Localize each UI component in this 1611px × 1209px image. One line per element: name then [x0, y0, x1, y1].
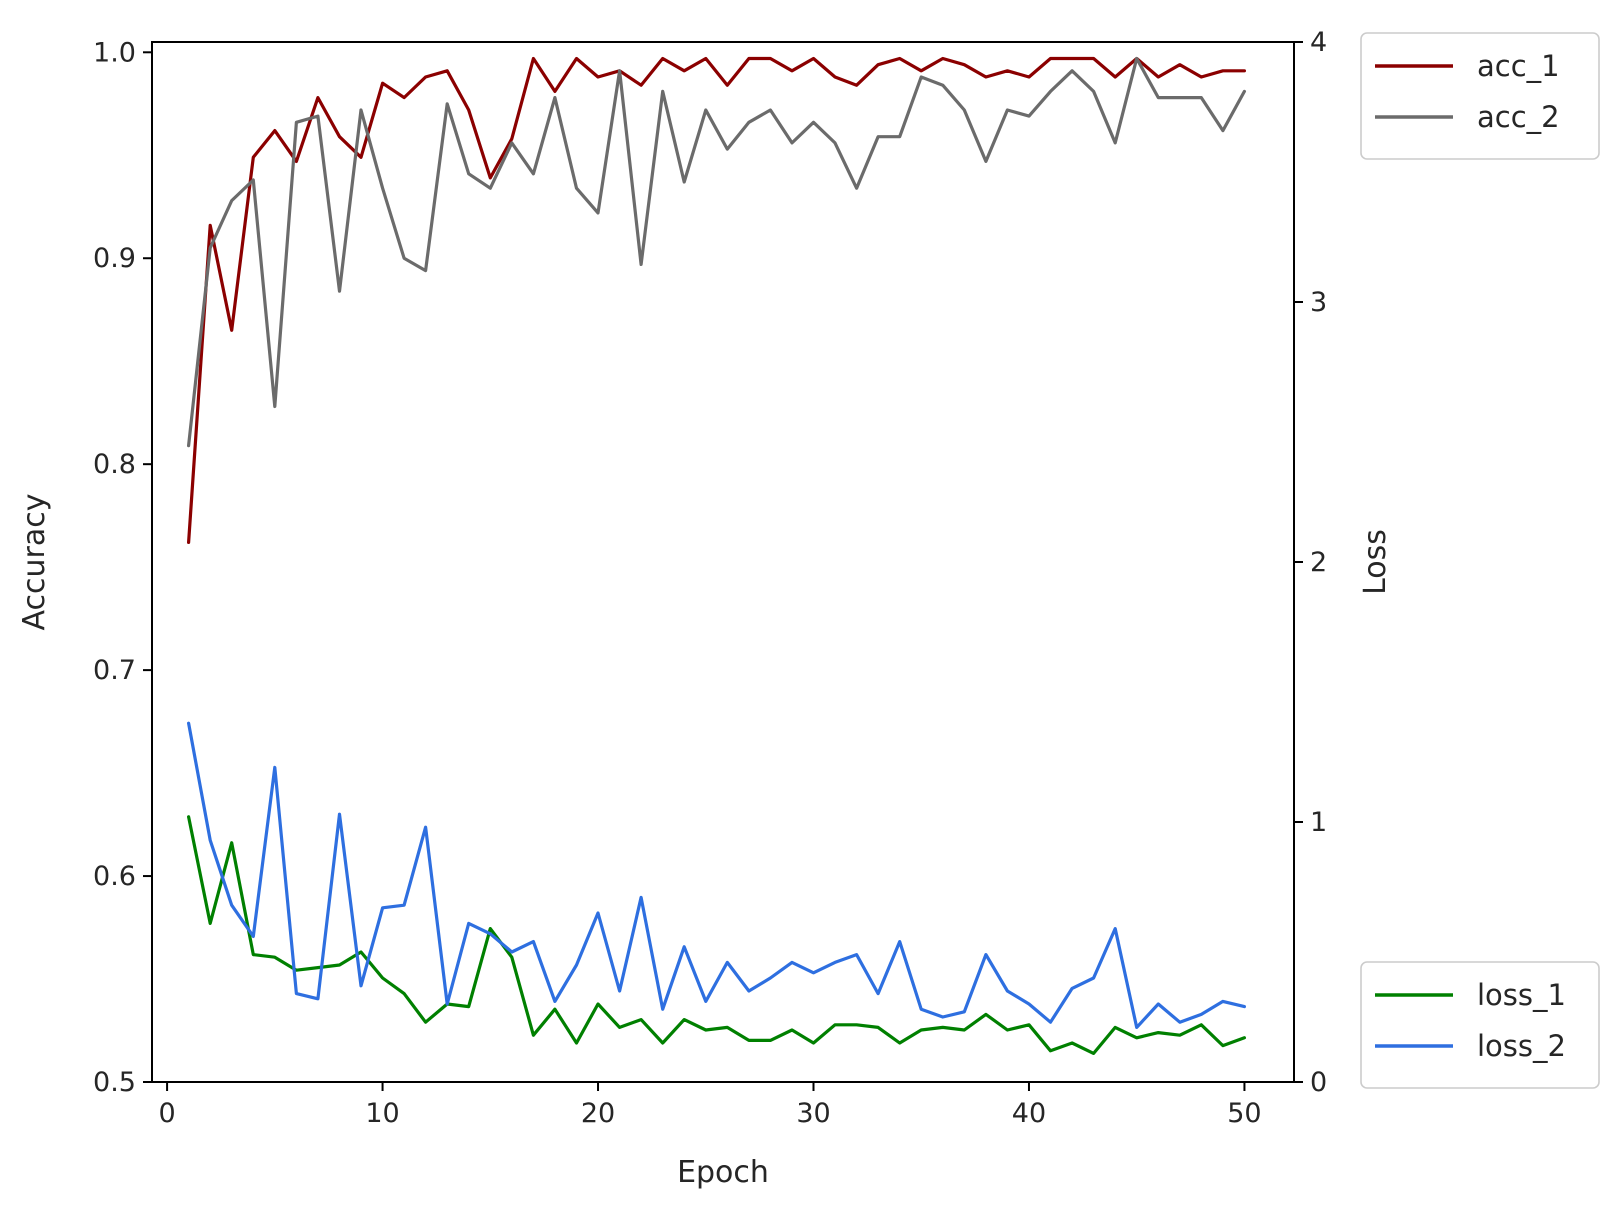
left-y-tick-label: 0.5 — [93, 1067, 136, 1098]
x-tick-label: 0 — [158, 1098, 175, 1129]
left-y-tick-label: 0.9 — [93, 243, 136, 274]
x-tick-label: 30 — [796, 1098, 830, 1129]
x-tick-label: 20 — [581, 1098, 615, 1129]
legend-label-acc-2: acc_2 — [1477, 100, 1560, 134]
right-y-tick-label: 1 — [1310, 807, 1327, 838]
right-y-tick-label: 3 — [1310, 287, 1327, 318]
left-y-tick-label: 0.7 — [93, 655, 136, 686]
left-y-axis-ticks: 0.5 0.6 0.7 0.8 0.9 1.0 — [93, 37, 152, 1098]
legend-loss: loss_1 loss_2 — [1360, 961, 1600, 1089]
legend-accuracy: acc_1 acc_2 — [1360, 32, 1600, 160]
x-tick-label: 10 — [365, 1098, 399, 1129]
right-y-tick-label: 2 — [1310, 547, 1327, 578]
left-y-tick-label: 1.0 — [93, 37, 136, 68]
x-axis-ticks: 0 10 20 30 40 50 — [158, 1082, 1262, 1129]
series-line-acc-2 — [187, 56, 1247, 448]
legend-label-loss-2: loss_2 — [1477, 1029, 1566, 1063]
series-layer — [187, 56, 1247, 1056]
right-y-tick-label: 0 — [1310, 1067, 1327, 1098]
left-y-tick-label: 0.8 — [93, 449, 136, 480]
legend-label-acc-1: acc_1 — [1477, 49, 1560, 83]
right-y-axis-ticks: 0 1 2 3 4 — [1294, 27, 1327, 1098]
right-y-axis-label: Loss — [1358, 529, 1393, 595]
right-y-tick-label: 4 — [1310, 27, 1327, 58]
x-tick-label: 50 — [1227, 1098, 1261, 1129]
x-tick-label: 40 — [1012, 1098, 1046, 1129]
series-line-acc-1 — [187, 56, 1247, 545]
x-axis-label: Epoch — [677, 1155, 769, 1190]
series-line-loss-2 — [187, 721, 1247, 1030]
series-line-loss-1 — [187, 815, 1247, 1056]
legend-label-loss-1: loss_1 — [1477, 978, 1566, 1012]
left-y-axis-label: Accuracy — [17, 494, 52, 631]
left-y-tick-label: 0.6 — [93, 861, 136, 892]
